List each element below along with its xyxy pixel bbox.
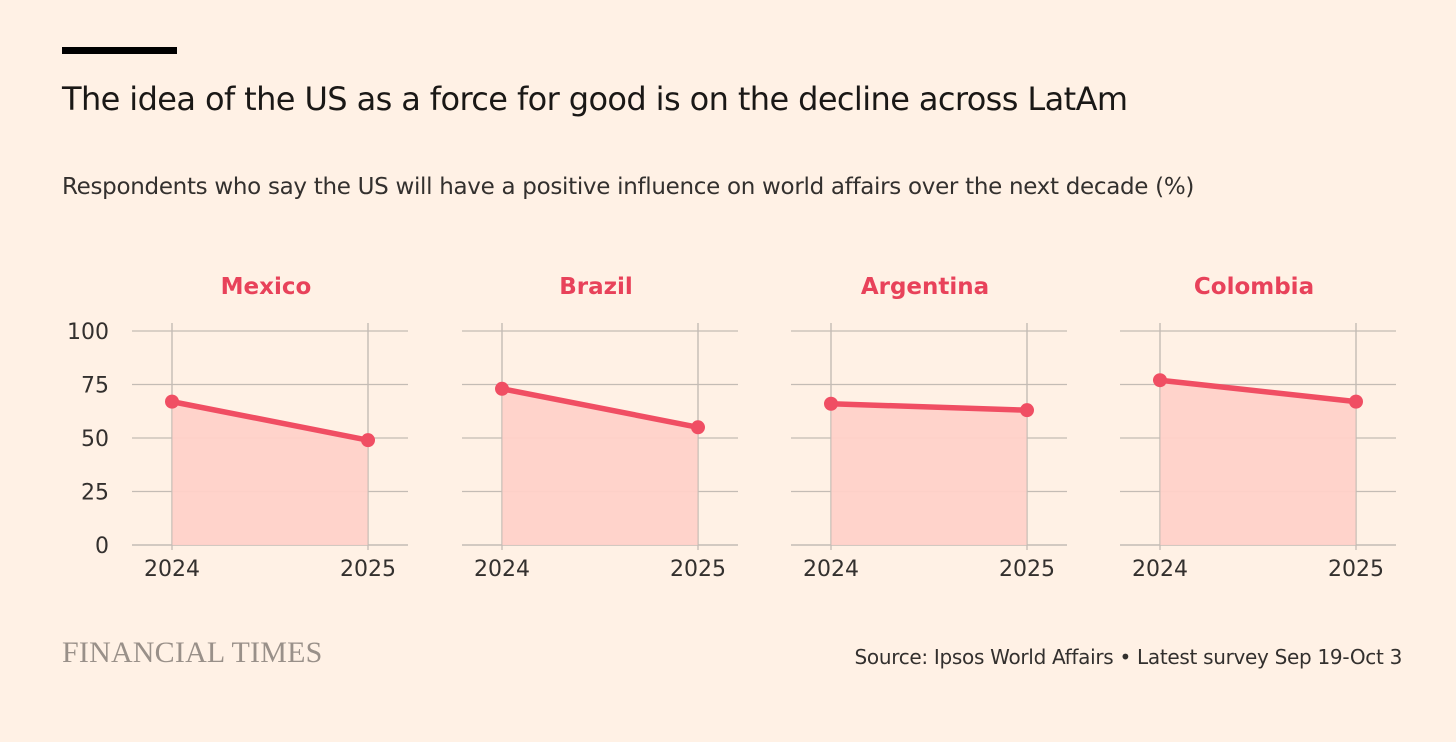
x-tick-label: 2025 — [670, 557, 726, 582]
series-area — [831, 403, 1027, 545]
panel-title: Brazil — [559, 274, 633, 300]
panel-title: Colombia — [1194, 274, 1314, 300]
panel-title: Mexico — [221, 274, 312, 300]
data-point-2024 — [1153, 373, 1167, 388]
x-tick-label: 2024 — [1132, 557, 1188, 582]
series-area — [502, 388, 698, 545]
data-point-2024 — [495, 381, 509, 396]
chart-panel-colombia: Colombia 2024 2025 — [1120, 274, 1396, 582]
source-note: Source: Ipsos World Affairs • Latest sur… — [854, 645, 1403, 669]
series-line — [828, 401, 1030, 413]
series-area — [172, 401, 368, 545]
financial-times-logo: FINANCIAL TIMES — [62, 636, 323, 669]
data-point-2025 — [691, 420, 705, 435]
data-point-2025 — [1349, 394, 1363, 409]
series-area — [1160, 380, 1356, 545]
y-tick-label: 25 — [81, 481, 109, 506]
chart-panel-brazil: Brazil 2024 2025 — [462, 274, 738, 582]
y-tick-label: 100 — [67, 320, 109, 345]
data-point-2024 — [165, 394, 179, 409]
series-line — [1157, 377, 1359, 405]
y-tick-label: 0 — [95, 534, 109, 559]
x-tick-label: 2025 — [999, 557, 1055, 582]
series-line — [499, 386, 701, 431]
x-tick-label: 2024 — [144, 557, 200, 582]
chart-panel-argentina: Argentina 2024 2025 — [791, 274, 1067, 582]
series-line — [169, 398, 371, 443]
panel-title: Argentina — [861, 274, 989, 300]
y-tick-label: 75 — [81, 374, 109, 399]
data-point-2025 — [1020, 403, 1034, 418]
x-tick-label: 2025 — [1328, 557, 1384, 582]
data-point-2024 — [824, 396, 838, 411]
x-tick-label: 2025 — [340, 557, 396, 582]
chart-subtitle: Respondents who say the US will have a p… — [62, 174, 1195, 200]
x-tick-label: 2024 — [803, 557, 859, 582]
data-point-2025 — [361, 433, 375, 448]
chart-title: The idea of the US as a force for good i… — [62, 80, 1128, 118]
chart-panel-mexico: Mexico 2024 2025 100 75 50 25 0 — [67, 274, 408, 582]
x-tick-label: 2024 — [474, 557, 530, 582]
header-rule — [62, 47, 177, 54]
y-tick-label: 50 — [81, 427, 109, 452]
